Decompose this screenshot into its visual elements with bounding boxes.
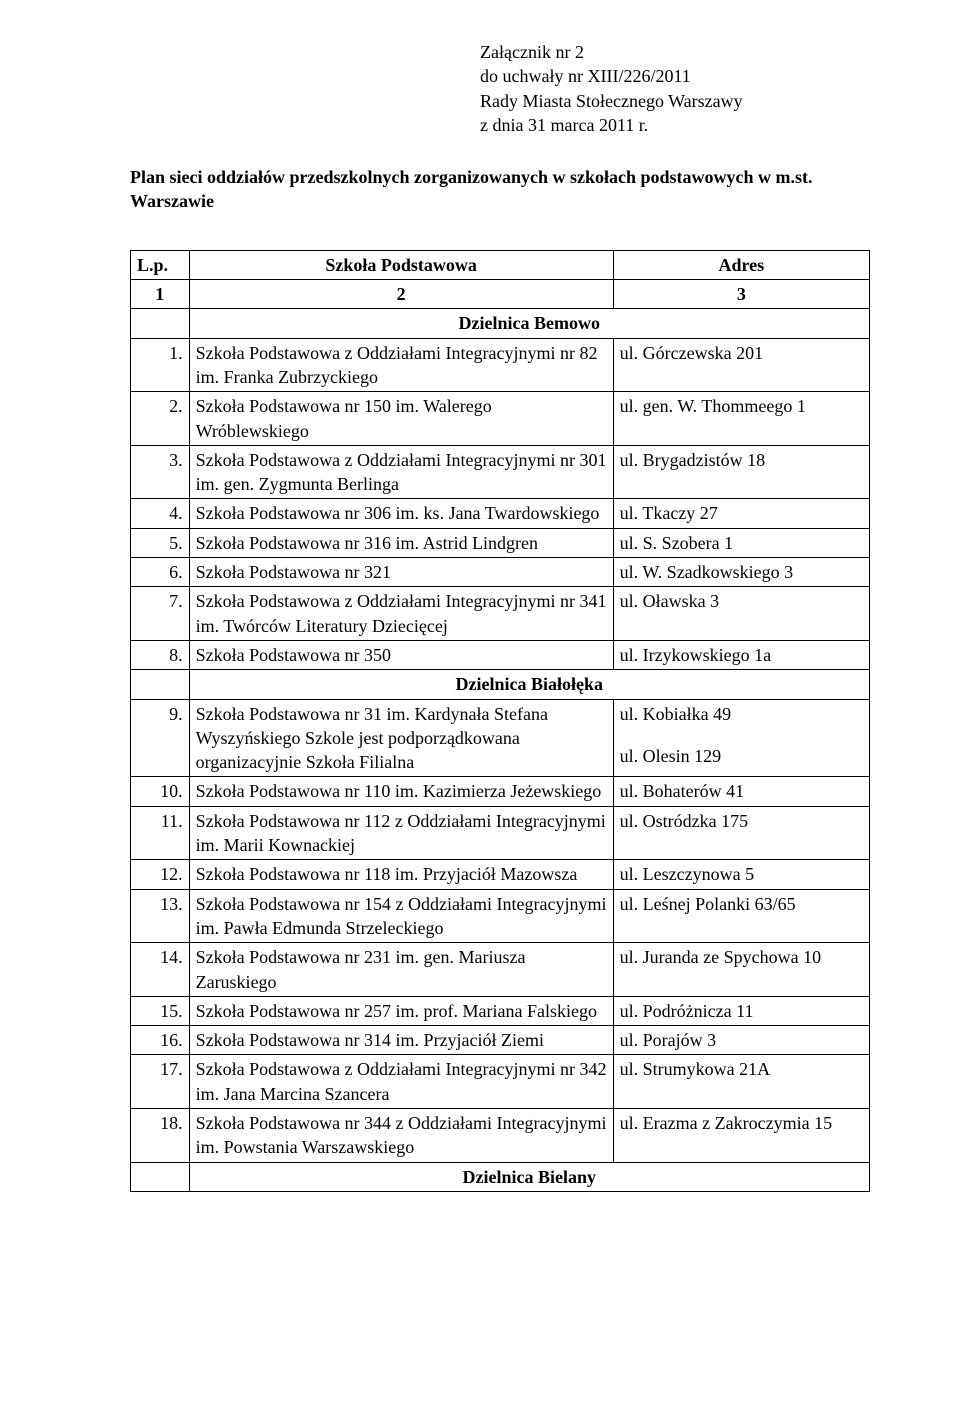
- table-row: 14. Szkoła Podstawowa nr 231 im. gen. Ma…: [131, 943, 870, 997]
- row-school: Szkoła Podstawowa z Oddziałami Integracy…: [189, 587, 613, 641]
- row-address: ul. Górczewska 201: [613, 338, 869, 392]
- empty-cell: [131, 1162, 190, 1191]
- row-address: ul. Irzykowskiego 1a: [613, 640, 869, 669]
- row-number: 8.: [131, 640, 190, 669]
- row-school: Szkoła Podstawowa nr 316 im. Astrid Lind…: [189, 528, 613, 557]
- attachment-line: z dnia 31 marca 2011 r.: [480, 113, 870, 137]
- row-school: Szkoła Podstawowa nr 154 z Oddziałami In…: [189, 889, 613, 943]
- row-address: ul. Oławska 3: [613, 587, 869, 641]
- row-number: 12.: [131, 860, 190, 889]
- table-row: 17. Szkoła Podstawowa z Oddziałami Integ…: [131, 1055, 870, 1109]
- header-addr: Adres: [613, 250, 869, 279]
- row-number: 7.: [131, 587, 190, 641]
- table-row: 1. Szkoła Podstawowa z Oddziałami Integr…: [131, 338, 870, 392]
- table-row: 9. Szkoła Podstawowa nr 31 im. Kardynała…: [131, 699, 870, 777]
- row-number: 2.: [131, 392, 190, 446]
- subheader-1: 1: [131, 280, 190, 309]
- row-number: 14.: [131, 943, 190, 997]
- table-row: 7. Szkoła Podstawowa z Oddziałami Integr…: [131, 587, 870, 641]
- table-row: 8. Szkoła Podstawowa nr 350 ul. Irzykows…: [131, 640, 870, 669]
- district-label: Dzielnica Białołęka: [189, 670, 869, 699]
- table-subheader-row: 1 2 3: [131, 280, 870, 309]
- empty-cell: [131, 670, 190, 699]
- row-school: Szkoła Podstawowa nr 110 im. Kazimierza …: [189, 777, 613, 806]
- subheader-3: 3: [613, 280, 869, 309]
- table-row: 3. Szkoła Podstawowa z Oddziałami Integr…: [131, 445, 870, 499]
- row-address: ul. Kobiałka 49 ul. Olesin 129: [613, 699, 869, 777]
- row-school: Szkoła Podstawowa nr 118 im. Przyjaciół …: [189, 860, 613, 889]
- district-row-bielany: Dzielnica Bielany: [131, 1162, 870, 1191]
- row-number: 6.: [131, 558, 190, 587]
- table-header-row: L.p. Szkoła Podstawowa Adres: [131, 250, 870, 279]
- row-school: Szkoła Podstawowa nr 257 im. prof. Maria…: [189, 996, 613, 1025]
- plan-title: Plan sieci oddziałów przedszkolnych zorg…: [130, 165, 870, 214]
- header-lp: L.p.: [131, 250, 190, 279]
- row-address: ul. S. Szobera 1: [613, 528, 869, 557]
- row-number: 1.: [131, 338, 190, 392]
- table-row: 2. Szkoła Podstawowa nr 150 im. Walerego…: [131, 392, 870, 446]
- schools-table: L.p. Szkoła Podstawowa Adres 1 2 3 Dziel…: [130, 250, 870, 1192]
- row-number: 9.: [131, 699, 190, 777]
- district-row-bialoleka: Dzielnica Białołęka: [131, 670, 870, 699]
- row-address: ul. Juranda ze Spychowa 10: [613, 943, 869, 997]
- row-school: Szkoła Podstawowa nr 321: [189, 558, 613, 587]
- row-school: Szkoła Podstawowa nr 314 im. Przyjaciół …: [189, 1026, 613, 1055]
- row-address: ul. Strumykowa 21A: [613, 1055, 869, 1109]
- row-number: 11.: [131, 806, 190, 860]
- row-address: ul. Erazma z Zakroczymia 15: [613, 1108, 869, 1162]
- row-address: ul. W. Szadkowskiego 3: [613, 558, 869, 587]
- row-school: Szkoła Podstawowa nr 350: [189, 640, 613, 669]
- row-address: ul. Bohaterów 41: [613, 777, 869, 806]
- row-school: Szkoła Podstawowa nr 31 im. Kardynała St…: [189, 699, 613, 777]
- row-school: Szkoła Podstawowa z Oddziałami Integracy…: [189, 338, 613, 392]
- empty-cell: [131, 309, 190, 338]
- row-address: ul. Leśnej Polanki 63/65: [613, 889, 869, 943]
- row-school: Szkoła Podstawowa z Oddziałami Integracy…: [189, 1055, 613, 1109]
- row-address: ul. Ostródzka 175: [613, 806, 869, 860]
- attachment-line: Załącznik nr 2: [480, 40, 870, 64]
- row-number: 13.: [131, 889, 190, 943]
- table-row: 13. Szkoła Podstawowa nr 154 z Oddziałam…: [131, 889, 870, 943]
- table-row: 11. Szkoła Podstawowa nr 112 z Oddziałam…: [131, 806, 870, 860]
- row-number: 17.: [131, 1055, 190, 1109]
- row-school: Szkoła Podstawowa nr 150 im. Walerego Wr…: [189, 392, 613, 446]
- row-number: 4.: [131, 499, 190, 528]
- row-number: 16.: [131, 1026, 190, 1055]
- row-number: 18.: [131, 1108, 190, 1162]
- row-number: 15.: [131, 996, 190, 1025]
- document-page: Załącznik nr 2 do uchwały nr XIII/226/20…: [0, 0, 960, 1232]
- table-row: 6. Szkoła Podstawowa nr 321 ul. W. Szadk…: [131, 558, 870, 587]
- row-school: Szkoła Podstawowa nr 231 im. gen. Marius…: [189, 943, 613, 997]
- row-school: Szkoła Podstawowa nr 344 z Oddziałami In…: [189, 1108, 613, 1162]
- attachment-block: Załącznik nr 2 do uchwały nr XIII/226/20…: [480, 40, 870, 137]
- table-row: 10. Szkoła Podstawowa nr 110 im. Kazimie…: [131, 777, 870, 806]
- row-school: Szkoła Podstawowa z Oddziałami Integracy…: [189, 445, 613, 499]
- row-address: ul. gen. W. Thommeego 1: [613, 392, 869, 446]
- row-address: ul. Podróżnicza 11: [613, 996, 869, 1025]
- table-row: 18. Szkoła Podstawowa nr 344 z Oddziałam…: [131, 1108, 870, 1162]
- attachment-line: do uchwały nr XIII/226/2011: [480, 64, 870, 88]
- table-row: 16. Szkoła Podstawowa nr 314 im. Przyjac…: [131, 1026, 870, 1055]
- row-address-line: ul. Olesin 129: [620, 744, 863, 768]
- table-row: 12. Szkoła Podstawowa nr 118 im. Przyjac…: [131, 860, 870, 889]
- row-number: 3.: [131, 445, 190, 499]
- table-row: 15. Szkoła Podstawowa nr 257 im. prof. M…: [131, 996, 870, 1025]
- row-address: ul. Leszczynowa 5: [613, 860, 869, 889]
- table-row: 4. Szkoła Podstawowa nr 306 im. ks. Jana…: [131, 499, 870, 528]
- row-school: Szkoła Podstawowa nr 112 z Oddziałami In…: [189, 806, 613, 860]
- row-address: ul. Porajów 3: [613, 1026, 869, 1055]
- table-row: 5. Szkoła Podstawowa nr 316 im. Astrid L…: [131, 528, 870, 557]
- attachment-line: Rady Miasta Stołecznego Warszawy: [480, 89, 870, 113]
- district-row-bemowo: Dzielnica Bemowo: [131, 309, 870, 338]
- district-label: Dzielnica Bemowo: [189, 309, 869, 338]
- row-address-line: ul. Kobiałka 49: [620, 702, 863, 726]
- header-school: Szkoła Podstawowa: [189, 250, 613, 279]
- row-address: ul. Brygadzistów 18: [613, 445, 869, 499]
- row-number: 10.: [131, 777, 190, 806]
- district-label: Dzielnica Bielany: [189, 1162, 869, 1191]
- row-number: 5.: [131, 528, 190, 557]
- row-school: Szkoła Podstawowa nr 306 im. ks. Jana Tw…: [189, 499, 613, 528]
- row-address: ul. Tkaczy 27: [613, 499, 869, 528]
- subheader-2: 2: [189, 280, 613, 309]
